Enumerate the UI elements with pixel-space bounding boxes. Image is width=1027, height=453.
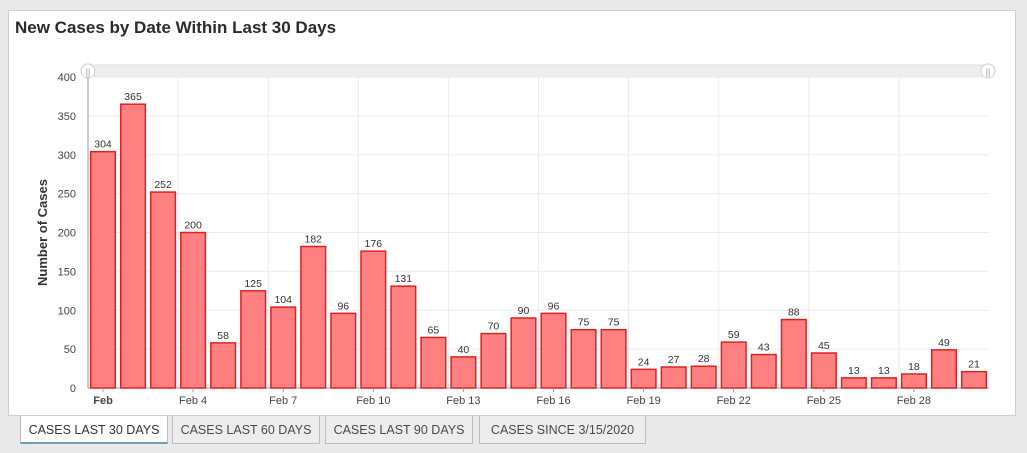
bar-value-label: 365 bbox=[124, 91, 142, 103]
y-tick-label: 100 bbox=[58, 305, 76, 317]
bar-value-label: 24 bbox=[638, 356, 650, 368]
y-tick-label: 250 bbox=[58, 189, 76, 201]
bar-value-label: 96 bbox=[548, 300, 560, 312]
bar bbox=[750, 353, 777, 389]
bar bbox=[600, 328, 627, 389]
y-tick-label: 0 bbox=[70, 383, 76, 395]
range-handle-right-grip: || bbox=[986, 67, 991, 77]
bar-value-label: 252 bbox=[154, 179, 172, 191]
bar-value-label: 70 bbox=[488, 321, 500, 333]
y-tick-label: 150 bbox=[58, 266, 76, 278]
bar-value-label: 125 bbox=[244, 278, 262, 290]
range-handle-left-grip: || bbox=[86, 67, 91, 77]
chart-title: New Cases by Date Within Last 30 Days bbox=[15, 18, 337, 37]
bar bbox=[810, 352, 837, 389]
bar-value-label: 88 bbox=[788, 307, 800, 319]
bar-value-label: 21 bbox=[968, 359, 980, 371]
bar-value-label: 75 bbox=[608, 317, 620, 329]
x-tick-label: Feb 25 bbox=[807, 395, 841, 407]
tab-cases-last-30-days[interactable]: CASES LAST 30 DAYS bbox=[20, 416, 168, 444]
bar bbox=[480, 332, 507, 389]
bar-value-label: 96 bbox=[337, 300, 349, 312]
tab-cases-last-60-days[interactable]: CASES LAST 60 DAYS bbox=[172, 416, 320, 444]
bar bbox=[300, 245, 327, 389]
bar-value-label: 49 bbox=[938, 337, 950, 349]
x-tick-label: Feb 28 bbox=[897, 395, 931, 407]
bar-value-label: 90 bbox=[518, 305, 530, 317]
bar bbox=[720, 341, 747, 389]
bar-value-label: 65 bbox=[428, 324, 440, 336]
bar bbox=[510, 317, 537, 389]
bar-value-label: 176 bbox=[365, 238, 383, 250]
y-tick-label: 200 bbox=[58, 228, 76, 240]
bar bbox=[540, 312, 567, 389]
x-tick-label: Feb 10 bbox=[356, 395, 390, 407]
range-handle-right bbox=[980, 63, 996, 79]
bar-value-label: 59 bbox=[728, 329, 740, 341]
bar-value-label: 58 bbox=[217, 330, 229, 342]
bar-value-label: 13 bbox=[878, 365, 890, 377]
bar-value-label: 43 bbox=[758, 342, 770, 354]
bar bbox=[660, 366, 687, 389]
y-tick-label: 350 bbox=[58, 111, 76, 123]
bar bbox=[180, 231, 207, 389]
bar bbox=[690, 365, 717, 389]
bar bbox=[390, 285, 417, 389]
bar bbox=[780, 318, 807, 389]
y-axis-title: Number of Cases bbox=[35, 179, 50, 286]
bar-chart: || || 0 50 100 150 200 250 300 350 400 Number of Ca… bbox=[35, 63, 996, 407]
bar-value-label: 28 bbox=[698, 353, 710, 365]
bar bbox=[450, 356, 477, 389]
y-tick-label: 300 bbox=[58, 150, 76, 162]
bar-value-label: 45 bbox=[818, 340, 830, 352]
bar-value-label: 182 bbox=[304, 233, 322, 245]
bar bbox=[330, 312, 357, 389]
x-tick-label: Feb 19 bbox=[626, 395, 660, 407]
bar bbox=[420, 336, 447, 389]
bar-value-label: 18 bbox=[908, 361, 920, 373]
bar-value-label: 75 bbox=[578, 317, 590, 329]
x-tick-label: Feb 4 bbox=[179, 395, 207, 407]
bar bbox=[870, 377, 897, 389]
bar bbox=[630, 368, 657, 389]
bar bbox=[150, 191, 177, 389]
bar bbox=[240, 290, 267, 389]
bar bbox=[360, 250, 387, 389]
bar bbox=[210, 342, 237, 389]
bar-value-label: 304 bbox=[94, 139, 112, 151]
bar-value-label: 27 bbox=[668, 354, 680, 366]
x-tick-label: Feb 13 bbox=[446, 395, 480, 407]
bar bbox=[840, 377, 867, 389]
bar bbox=[900, 373, 927, 389]
bar bbox=[89, 150, 117, 389]
y-tick-label: 50 bbox=[64, 344, 76, 356]
bar bbox=[270, 306, 297, 389]
bar bbox=[960, 370, 988, 389]
bar-value-label: 104 bbox=[274, 294, 292, 306]
tab-cases-last-90-days[interactable]: CASES LAST 90 DAYS bbox=[325, 416, 473, 444]
x-tick-label: Feb 16 bbox=[536, 395, 570, 407]
bar-value-label: 13 bbox=[848, 365, 860, 377]
bar-value-label: 200 bbox=[184, 220, 202, 232]
bar bbox=[930, 349, 958, 389]
bar bbox=[119, 103, 147, 389]
bar-value-label: 131 bbox=[395, 273, 413, 285]
x-tick-label: Feb 22 bbox=[717, 395, 751, 407]
bar bbox=[570, 328, 597, 389]
range-scrollbar bbox=[87, 64, 990, 78]
x-tick-label: Feb 7 bbox=[269, 395, 297, 407]
y-tick-label: 400 bbox=[58, 72, 76, 84]
x-tick-label: Feb bbox=[93, 395, 113, 407]
chart-panel: New Cases by Date Within Last 30 Days ||… bbox=[8, 10, 1016, 416]
bar-value-label: 40 bbox=[458, 344, 470, 356]
tab-cases-since-3-15-2020[interactable]: CASES SINCE 3/15/2020 bbox=[479, 416, 646, 444]
